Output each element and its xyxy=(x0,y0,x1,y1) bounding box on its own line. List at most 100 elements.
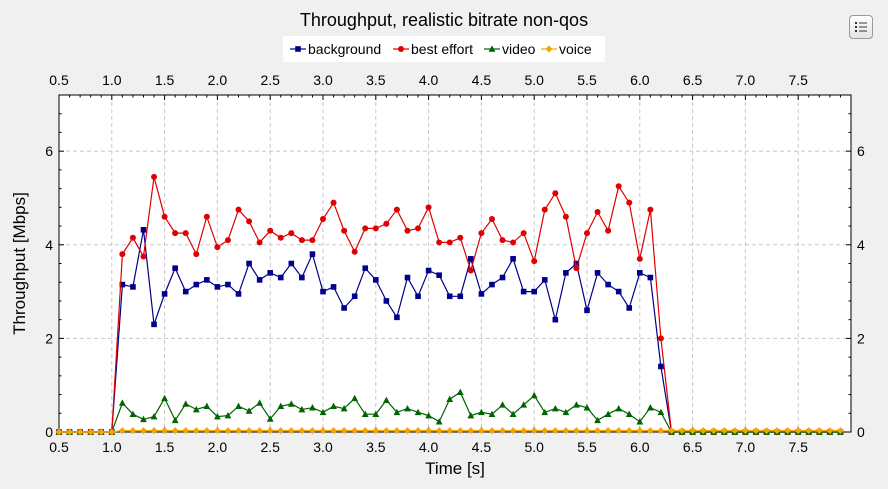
data-point-best-effort xyxy=(478,230,485,237)
data-point-video xyxy=(319,408,327,416)
data-point-voice xyxy=(499,427,507,435)
x-tick-label-top: 3.5 xyxy=(366,72,386,88)
data-point-background xyxy=(341,305,347,311)
list-icon xyxy=(855,22,867,32)
data-point-voice xyxy=(224,427,232,435)
data-point-best-effort xyxy=(510,239,517,246)
data-point-voice xyxy=(646,427,654,435)
y-tick-label-left: 6 xyxy=(45,143,53,159)
data-point-video xyxy=(573,401,580,408)
chart-title: Throughput, realistic bitrate non-qos xyxy=(300,10,588,30)
data-point-background xyxy=(182,288,189,295)
data-point-best-effort xyxy=(151,173,158,180)
data-point-video xyxy=(277,402,285,410)
data-point-background xyxy=(552,316,559,323)
data-point-video xyxy=(118,399,126,406)
data-point-video xyxy=(309,404,316,411)
x-tick-label-top: 7.5 xyxy=(788,72,808,88)
data-point-background xyxy=(161,291,168,297)
data-point-voice xyxy=(836,427,844,435)
data-point-background xyxy=(256,277,263,283)
data-point-video xyxy=(551,404,559,412)
plot-area xyxy=(59,95,851,432)
data-point-voice xyxy=(203,427,211,435)
data-point-background xyxy=(637,270,643,276)
data-point-voice xyxy=(372,427,380,435)
data-point-background xyxy=(299,274,305,281)
data-point-video xyxy=(256,399,264,406)
data-point-best-effort xyxy=(383,220,390,227)
data-point-video xyxy=(235,402,242,410)
data-point-background xyxy=(531,288,537,295)
data-point-voice xyxy=(161,427,169,435)
data-point-voice xyxy=(477,427,485,435)
data-point-best-effort xyxy=(626,199,633,206)
data-point-best-effort xyxy=(404,227,411,234)
legend-marker-voice xyxy=(545,45,553,53)
data-point-video xyxy=(488,410,496,418)
data-point-background xyxy=(425,267,432,274)
data-point-video xyxy=(657,408,665,416)
data-point-video xyxy=(330,402,337,410)
data-point-video xyxy=(393,408,401,416)
data-point-background xyxy=(119,281,126,288)
data-point-video xyxy=(520,401,528,408)
data-point-voice xyxy=(340,427,348,435)
data-point-voice xyxy=(256,427,264,435)
x-tick-label-bottom: 2.0 xyxy=(208,439,228,455)
data-point-background xyxy=(446,293,453,300)
data-point-voice xyxy=(393,427,401,435)
x-tick-label-top: 0.5 xyxy=(49,72,69,88)
x-tick-label-bottom: 5.5 xyxy=(577,439,597,455)
data-point-voice xyxy=(118,427,126,435)
legend-marker-background xyxy=(295,46,301,52)
y-tick-label-left: 4 xyxy=(45,237,53,253)
x-tick-label-bottom: 1.5 xyxy=(155,439,175,455)
data-point-voice xyxy=(572,427,580,435)
data-point-voice xyxy=(520,427,528,435)
data-point-background xyxy=(204,277,210,283)
data-point-best-effort xyxy=(288,230,295,237)
data-point-background xyxy=(214,284,221,290)
data-point-voice xyxy=(446,427,454,435)
data-point-best-effort xyxy=(330,199,337,206)
data-point-voice xyxy=(773,427,781,435)
data-point-best-effort xyxy=(214,244,221,251)
grid-lines xyxy=(58,95,851,433)
x-tick-label-bottom: 7.5 xyxy=(788,439,808,455)
data-point-video xyxy=(266,415,274,422)
data-point-video xyxy=(499,401,506,408)
data-point-background xyxy=(573,260,580,267)
data-point-best-effort xyxy=(488,216,495,223)
data-point-background xyxy=(615,288,622,295)
data-point-best-effort xyxy=(256,239,263,246)
data-point-best-effort xyxy=(341,227,348,234)
data-point-video xyxy=(478,408,485,416)
data-point-voice xyxy=(551,427,559,435)
legend-label-background: background xyxy=(308,41,381,57)
data-point-video xyxy=(583,404,591,411)
data-point-voice xyxy=(171,427,179,435)
data-point-background xyxy=(468,256,474,262)
data-point-background xyxy=(193,281,200,288)
y-tick-label-right: 2 xyxy=(857,330,865,346)
data-point-video xyxy=(414,408,422,416)
data-point-voice xyxy=(150,427,158,435)
data-point-video xyxy=(615,404,623,412)
chart-menu-button[interactable] xyxy=(849,15,873,39)
x-tick-label-top: 7.0 xyxy=(736,72,756,88)
y-tick-label-left: 0 xyxy=(45,424,53,440)
data-point-video xyxy=(361,410,369,418)
data-point-background xyxy=(130,284,136,290)
data-point-best-effort xyxy=(267,227,274,234)
data-point-background xyxy=(605,281,611,288)
data-point-voice xyxy=(699,427,707,435)
data-point-background xyxy=(246,260,252,267)
data-point-background xyxy=(140,227,147,233)
data-point-video xyxy=(467,412,475,419)
data-point-video xyxy=(171,416,179,424)
y-tick-label-left: 2 xyxy=(45,330,53,346)
data-point-voice xyxy=(636,427,644,435)
data-point-voice xyxy=(266,427,274,435)
x-tick-label-top: 1.0 xyxy=(102,72,122,88)
